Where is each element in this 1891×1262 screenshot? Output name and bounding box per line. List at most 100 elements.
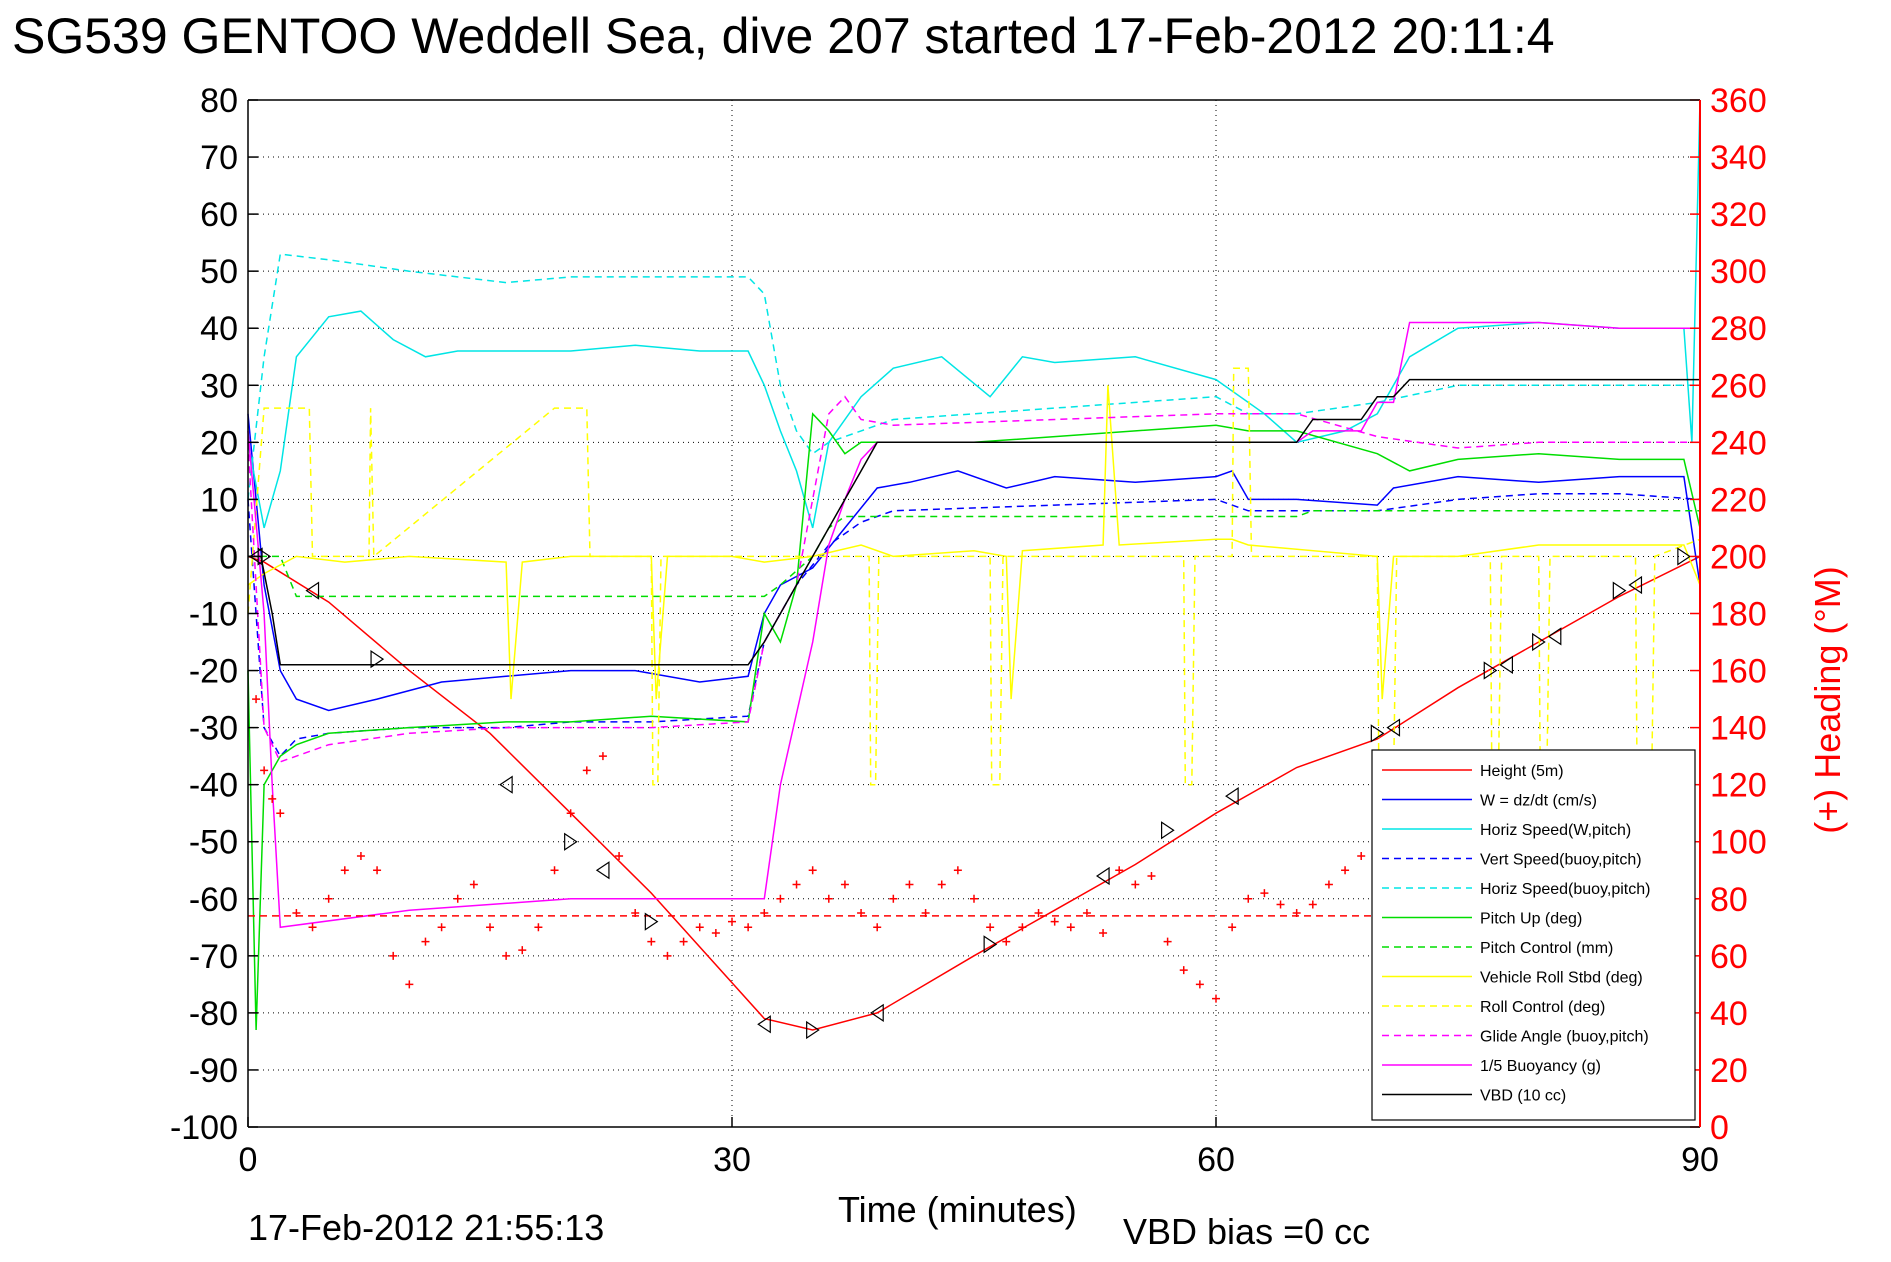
x-tick-label: 0	[239, 1141, 258, 1179]
y-tick-label-left: 30	[200, 367, 238, 405]
heading-point	[776, 894, 785, 903]
heading-point	[1163, 937, 1172, 946]
heading-point	[663, 951, 672, 960]
y-tick-label-right: 280	[1710, 310, 1767, 348]
y-tick-label-left: 70	[200, 139, 238, 177]
y-axis-label-right: (+) Heading (°M)	[1807, 566, 1848, 833]
y-tick-label-right: 220	[1710, 481, 1767, 519]
heading-point	[356, 851, 365, 860]
height-marker	[644, 912, 659, 931]
heading-point	[1131, 880, 1140, 889]
height-marker	[1370, 724, 1385, 743]
heading-point	[1324, 880, 1333, 889]
chart-title: SG539 GENTOO Weddell Sea, dive 207 start…	[12, 8, 1555, 64]
heading-point	[921, 909, 930, 918]
y-tick-label-right: 360	[1710, 82, 1767, 120]
heading-point	[389, 951, 398, 960]
y-tick-label-right: 40	[1710, 995, 1748, 1033]
heading-point	[437, 923, 446, 932]
heading-point	[276, 809, 285, 818]
heading-point	[953, 866, 962, 875]
y-tick-label-right: 100	[1710, 824, 1767, 862]
legend-entry: Glide Angle (buoy,pitch)	[1480, 1029, 1649, 1046]
heading-point	[986, 923, 995, 932]
y-tick-label-left: -30	[189, 710, 238, 748]
y-tick-label-right: 340	[1710, 139, 1767, 177]
y-tick-label-left: -70	[189, 938, 238, 976]
heading-point	[373, 866, 382, 875]
y-tick-label-right: 20	[1710, 1052, 1748, 1090]
y-tick-label-right: 180	[1710, 596, 1767, 634]
height-marker	[1161, 821, 1175, 840]
heading-point	[292, 909, 301, 918]
legend-entry: Pitch Control (mm)	[1480, 940, 1613, 957]
height-marker	[983, 935, 998, 954]
y-tick-label-left: -100	[170, 1109, 238, 1147]
heading-point	[615, 851, 624, 860]
series-line-7	[247, 385, 1701, 700]
y-tick-label-left: -50	[189, 824, 238, 862]
y-tick-label-left: -90	[189, 1052, 238, 1090]
x-axis-label: Time (minutes)	[838, 1189, 1077, 1230]
y-tick-label-right: 240	[1710, 424, 1767, 462]
height-marker	[1532, 632, 1546, 652]
heading-point	[1244, 894, 1253, 903]
height-marker	[1499, 655, 1513, 674]
heading-point	[518, 946, 527, 955]
heading-point	[502, 951, 511, 960]
series-line-0	[247, 555, 1701, 1031]
y-tick-label-right: 80	[1710, 881, 1748, 919]
heading-point	[469, 880, 478, 889]
y-tick-label-right: 60	[1710, 938, 1748, 976]
y-tick-label-left: -80	[189, 995, 238, 1033]
heading-point	[824, 894, 833, 903]
y-tick-label-left: 20	[200, 424, 238, 462]
height-marker	[1386, 718, 1401, 737]
heading-point	[1276, 900, 1285, 909]
height-marker	[806, 1020, 820, 1040]
legend-entry: Roll Control (deg)	[1480, 999, 1605, 1016]
legend-entry: 1/5 Buoyancy (g)	[1480, 1058, 1601, 1075]
legend-box	[1371, 749, 1696, 1121]
height-marker	[870, 1003, 884, 1023]
heading-point	[889, 894, 898, 903]
heading-point	[905, 880, 914, 889]
legend-entry: Vert Speed(buoy,pitch)	[1480, 852, 1642, 869]
height-marker	[1612, 581, 1627, 600]
series-line-8	[247, 367, 1701, 786]
y-tick-label-right: 260	[1710, 367, 1767, 405]
heading-point	[453, 894, 462, 903]
series-layer	[247, 99, 1701, 1031]
y-tick-label-right: 200	[1710, 538, 1767, 576]
heading-point	[1115, 866, 1124, 875]
legend-entry: VBD (10 cc)	[1480, 1088, 1566, 1105]
heading-point	[324, 894, 333, 903]
height-marker	[370, 650, 385, 669]
heading-point	[340, 866, 349, 875]
heading-point	[1002, 937, 1011, 946]
heading-point	[582, 766, 591, 775]
height-marker	[1628, 575, 1643, 595]
legend: Height (5m) W = dz/dt (cm/s) Horiz Speed(W…	[1371, 749, 1696, 1121]
series-line-5	[247, 412, 1701, 1031]
heading-point	[1082, 909, 1091, 918]
footer-vbd-bias: VBD bias =0 cc	[1123, 1211, 1370, 1252]
heading-point	[308, 923, 317, 932]
heading-point	[1195, 980, 1204, 989]
y-tick-label-right: 120	[1710, 767, 1767, 805]
series-line-11	[248, 378, 1700, 666]
y-tick-label-right: 300	[1710, 253, 1767, 291]
height-marker	[595, 861, 610, 880]
heading-point	[566, 809, 575, 818]
height-marker	[1095, 866, 1110, 886]
heading-point	[873, 923, 882, 932]
y-tick-label-right: 140	[1710, 710, 1767, 748]
heading-point	[760, 909, 769, 918]
x-tick-label: 30	[713, 1141, 751, 1179]
height-marker	[305, 581, 320, 600]
heading-point	[550, 866, 559, 875]
height-marker	[1547, 627, 1562, 646]
heading-point	[1228, 923, 1237, 932]
y-tick-label-left: 80	[200, 82, 238, 120]
heading-point	[728, 917, 736, 926]
